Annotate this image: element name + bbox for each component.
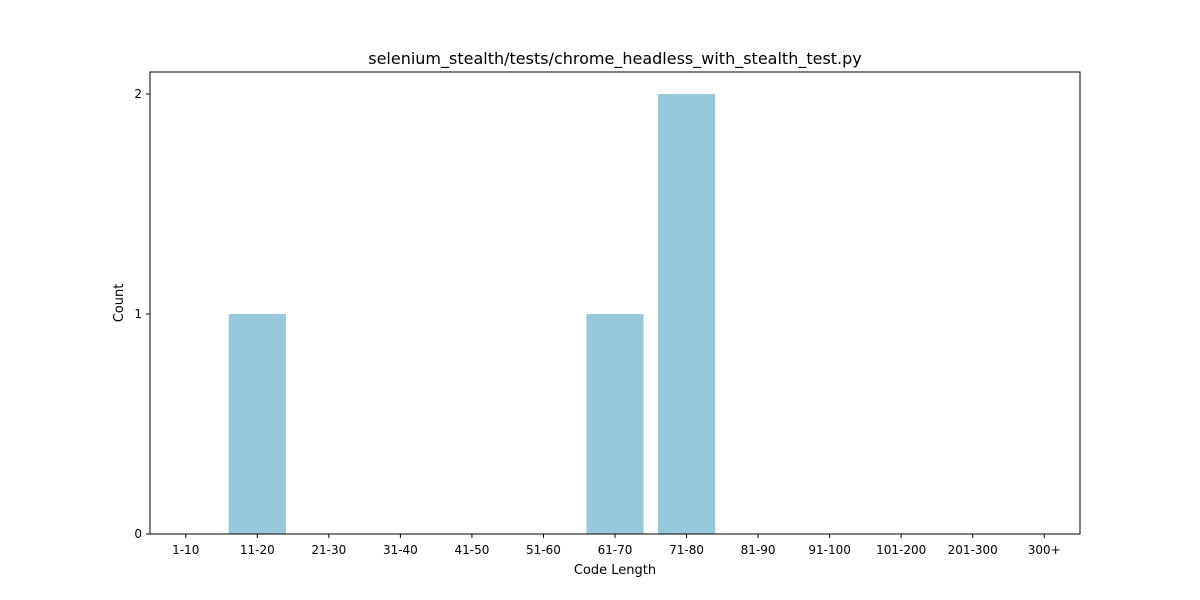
x-tick-label: 71-80: [669, 543, 704, 557]
y-tick-label: 0: [134, 527, 142, 541]
x-tick-label: 41-50: [454, 543, 489, 557]
x-tick-label: 101-200: [876, 543, 926, 557]
x-tick-label: 300+: [1028, 543, 1061, 557]
bar-71-80: [657, 94, 716, 534]
x-tick-label: 1-10: [172, 543, 199, 557]
bar-61-70: [586, 314, 644, 534]
y-axis-ticks: 0 1 2: [134, 87, 150, 541]
x-tick-label: 51-60: [526, 543, 561, 557]
bar-11-20: [228, 314, 286, 534]
plot-frame: [149, 71, 1081, 535]
x-tick-label: 61-70: [598, 543, 633, 557]
x-tick-label: 91-100: [808, 543, 851, 557]
x-axis-label: Code Length: [574, 563, 656, 578]
y-axis-label: Count: [112, 284, 127, 323]
y-tick-label: 2: [134, 87, 142, 101]
bars-group: [228, 94, 716, 534]
x-tick-label: 31-40: [383, 543, 418, 557]
x-tick-label: 21-30: [311, 543, 346, 557]
x-axis-ticks: 1-10 11-20 21-30 31-40 41-50 51-60 61-70 71-80 8…: [172, 534, 1061, 557]
x-tick-label: 201-300: [948, 543, 998, 557]
x-tick-label: 11-20: [240, 543, 275, 557]
y-tick-label: 1: [134, 307, 142, 321]
x-tick-label: 81-90: [741, 543, 776, 557]
chart-title: selenium_stealth/tests/chrome_headless_w…: [368, 49, 862, 69]
